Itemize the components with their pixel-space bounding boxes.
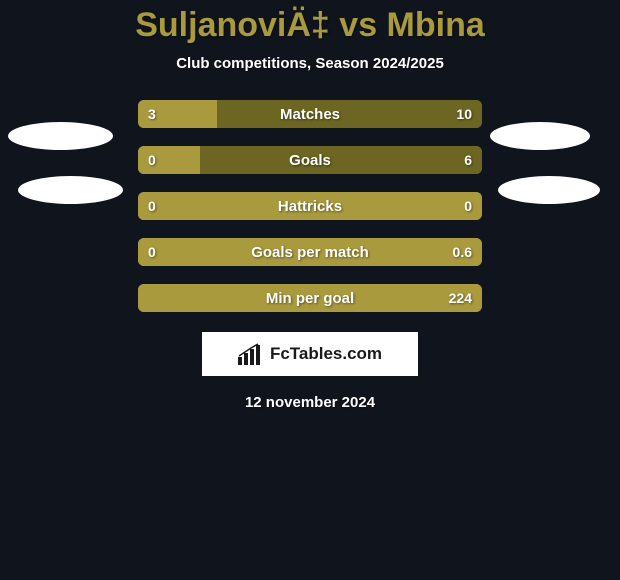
stat-bar-left-fill	[138, 192, 482, 220]
stat-left-value: 0	[148, 192, 156, 220]
decorative-ellipse	[18, 176, 123, 204]
stat-right-value: 6	[464, 146, 472, 174]
stat-bar-left-fill	[138, 284, 482, 312]
stat-bar-track: 00.6Goals per match	[138, 238, 482, 266]
stat-bar-left-fill	[138, 238, 482, 266]
stat-right-value: 10	[456, 100, 472, 128]
decorative-ellipse	[490, 122, 590, 150]
stat-row: 00.6Goals per match	[0, 238, 620, 266]
date-text: 12 november 2024	[0, 394, 620, 411]
stat-left-value: 0	[148, 238, 156, 266]
stat-row: 224Min per goal	[0, 284, 620, 312]
barchart-icon	[238, 343, 264, 365]
stat-bar-right-fill	[217, 100, 482, 128]
stat-row: 06Goals	[0, 146, 620, 174]
stat-bar-track: 224Min per goal	[138, 284, 482, 312]
stat-right-value: 224	[449, 284, 472, 312]
stat-bar-track: 06Goals	[138, 146, 482, 174]
stat-bar-right-fill	[200, 146, 482, 174]
stat-right-value: 0.6	[453, 238, 472, 266]
stat-left-value: 3	[148, 100, 156, 128]
decorative-ellipse	[8, 122, 113, 150]
page-title: SuljanoviÄ‡ vs Mbina	[0, 0, 620, 45]
stat-bar-track: 310Matches	[138, 100, 482, 128]
comparison-infographic: SuljanoviÄ‡ vs Mbina Club competitions, …	[0, 0, 620, 580]
stat-left-value: 0	[148, 146, 156, 174]
logo-box: FcTables.com	[202, 332, 418, 376]
page-subtitle: Club competitions, Season 2024/2025	[0, 55, 620, 72]
stat-bar-track: 00Hattricks	[138, 192, 482, 220]
logo-text: FcTables.com	[270, 344, 382, 364]
stat-right-value: 0	[464, 192, 472, 220]
decorative-ellipse	[498, 176, 600, 204]
